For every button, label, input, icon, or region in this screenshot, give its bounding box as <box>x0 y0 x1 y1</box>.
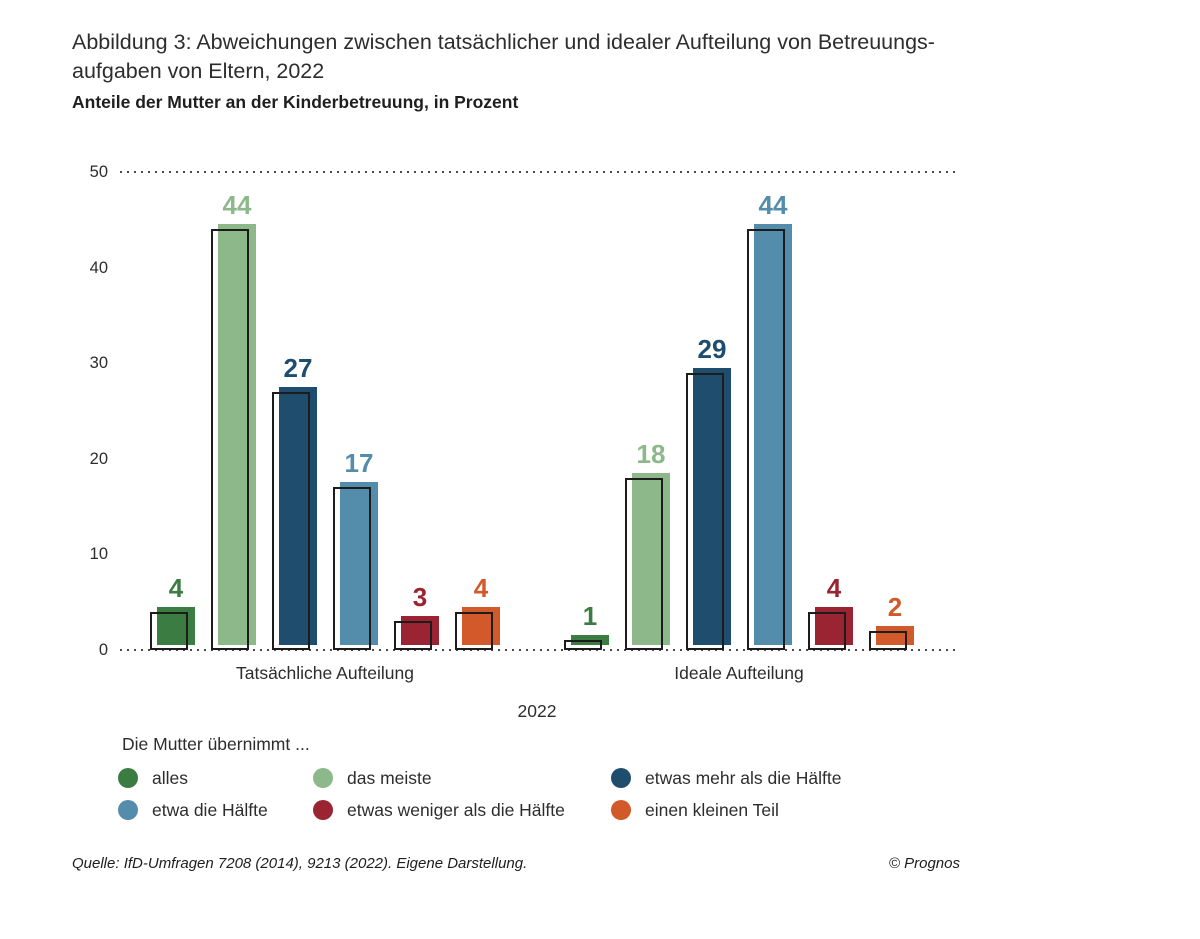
bar-outline <box>211 229 249 650</box>
legend-item: etwas mehr als die Hälfte <box>611 768 841 788</box>
bar-fill <box>754 224 792 645</box>
bar-outline <box>808 612 846 650</box>
bar-fill <box>632 473 670 645</box>
bar-outline <box>625 478 663 650</box>
bar-value-label: 27 <box>283 353 313 383</box>
category-label: Ideale Aufteilung <box>674 663 804 683</box>
bar-outline <box>747 229 785 650</box>
bar-outline <box>272 392 310 650</box>
legend-item-label: alles <box>152 768 188 788</box>
legend-swatch-icon <box>611 768 631 788</box>
legend-item: einen kleinen Teil <box>611 800 779 820</box>
bar-fill <box>279 387 317 645</box>
gridline-baseline <box>120 649 955 651</box>
legend-item: etwa die Hälfte <box>118 800 268 820</box>
legend-item-label: etwa die Hälfte <box>152 800 268 820</box>
legend-item-label: das meiste <box>347 768 432 788</box>
y-tick-label: 0 <box>98 641 108 659</box>
bar-value-label: 44 <box>758 190 788 220</box>
bar-value-label: 4 <box>826 573 842 603</box>
legend-swatch-icon <box>313 768 333 788</box>
legend-swatch-icon <box>313 800 333 820</box>
y-tick-label: 40 <box>89 258 108 277</box>
bar-outline <box>686 373 724 650</box>
bar-value-label: 18 <box>636 439 666 469</box>
category-label: Tatsächliche Aufteilung <box>235 663 415 683</box>
y-tick-label: 20 <box>89 449 108 468</box>
legend-swatch-icon <box>611 800 631 820</box>
bar-outline <box>394 621 432 650</box>
legend-item-label: etwas mehr als die Hälfte <box>645 768 842 788</box>
y-tick-label: 50 <box>89 163 108 181</box>
legend-swatch-icon <box>118 800 138 820</box>
bar-fill <box>401 616 439 645</box>
plot-area: 4 44 27 17 3 4 1 18 29 44 4 2 <box>120 171 955 651</box>
legend-item: etwas weniger als die Hälfte <box>313 800 565 820</box>
bar-outline <box>333 487 371 650</box>
source-note: Quelle: IfD-Umfragen 7208 (2014), 9213 (… <box>72 855 528 872</box>
legend-item-label: etwas weniger als die Hälfte <box>347 800 565 820</box>
bar-outline <box>564 640 602 650</box>
bar-outline <box>150 612 188 650</box>
bar-outline <box>869 631 907 650</box>
bar-value-label: 17 <box>344 448 374 478</box>
bar-value-label: 29 <box>697 334 727 364</box>
x-axis-year-label: 2022 <box>517 701 557 721</box>
bar-value-label: 1 <box>582 601 598 631</box>
bar-outline <box>455 612 493 650</box>
copyright-note: © Prognos <box>888 855 960 872</box>
bar-fill <box>218 224 256 645</box>
legend-item: alles <box>118 768 188 788</box>
y-tick-label: 10 <box>89 545 108 564</box>
legend-item-label: einen kleinen Teil <box>645 800 779 820</box>
y-tick-label: 30 <box>89 354 108 373</box>
gridline-50 <box>120 171 955 173</box>
bar-value-label: 3 <box>412 582 428 612</box>
bar-value-label: 4 <box>168 573 184 603</box>
legend-item: das meiste <box>313 768 432 788</box>
bar-value-label: 4 <box>473 573 489 603</box>
legend-swatch-icon <box>118 768 138 788</box>
legend-title: Die Mutter übernimmt ... <box>122 734 310 754</box>
figure-title-line2: aufgaben von Eltern, 2022 <box>72 59 325 83</box>
figure-title: Abbildung 3: Abweichungen zwischen tatsä… <box>72 28 935 86</box>
bar-fill <box>876 626 914 645</box>
figure-subtitle: Anteile der Mutter an der Kinderbetreuun… <box>72 92 519 112</box>
bar-fill <box>340 482 378 645</box>
bar-value-label: 44 <box>222 190 252 220</box>
figure-title-line1: Abbildung 3: Abweichungen zwischen tatsä… <box>72 30 935 54</box>
bar-fill <box>693 368 731 645</box>
bar-value-label: 2 <box>887 592 903 622</box>
